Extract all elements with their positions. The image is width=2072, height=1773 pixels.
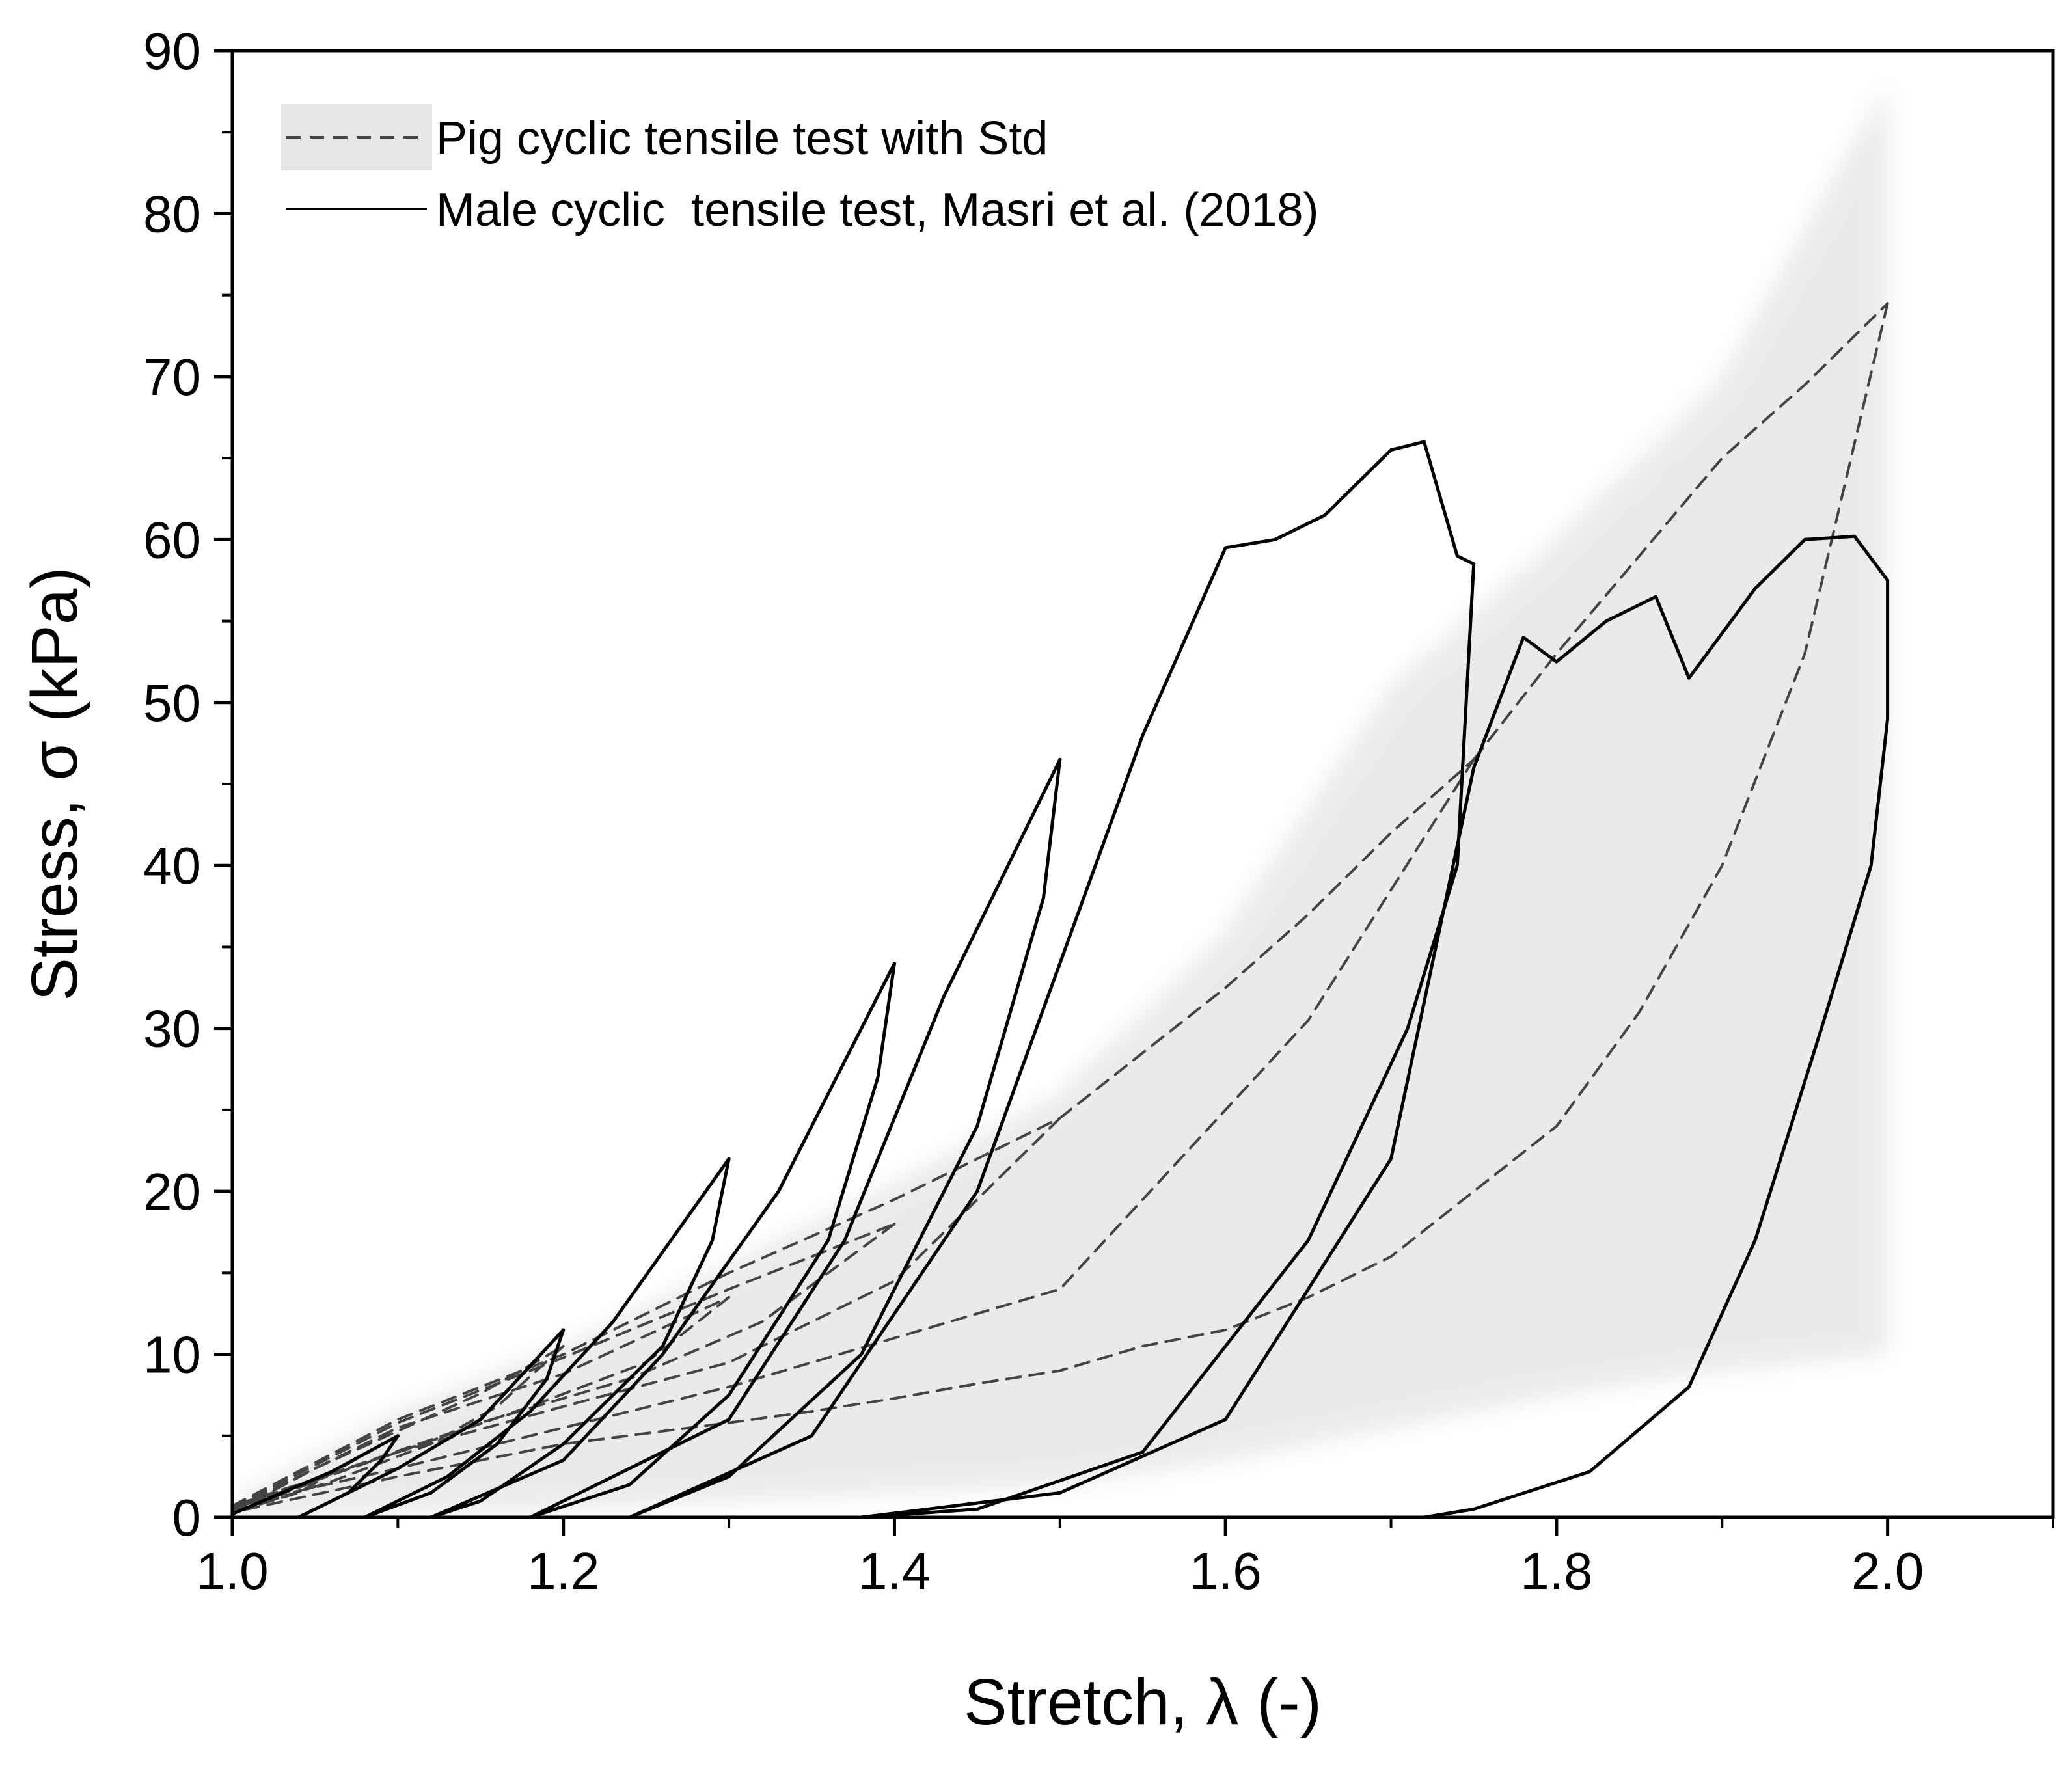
pig-cycle-3-loading-line [232,1295,731,1511]
pig-cycle-2-loading-line [232,1345,565,1514]
pig-cycle-6-loading-line [1058,758,1475,1120]
male-cycle-3-unloading-line [429,1157,731,1517]
pig-cycle-6-unloading-line [232,758,1475,1508]
male-cycle-7-loading-line [860,534,1890,1517]
y-axis: 0 10 20 30 40 50 60 70 80 90 [143,22,232,1547]
male-cycle-2-loading-line [297,1328,566,1517]
male-cycle-6-loading-line [628,440,1476,1517]
pig-cycle-5-unloading-line [232,1117,1061,1508]
y-tick-label: 60 [143,511,201,569]
y-tick-label: 10 [143,1326,201,1384]
x-tick-label: 1.6 [1190,1542,1262,1600]
male-cycle-1-loading-line [232,1434,400,1516]
male-cycle-4-loading-line [429,962,896,1517]
male-cycle-6-unloading-line [860,562,1476,1517]
pig-cycle-7-unloading-line [232,302,1889,1514]
x-axis-title: Stretch, λ (-) [964,1666,1322,1739]
y-tick-label: 40 [143,837,201,895]
legend-label-pig: Pig cyclic tensile test with Std [436,113,1048,165]
legend: Pig cyclic tensile test with Std Male cy… [281,104,1318,236]
series-male [232,440,1890,1517]
male-cycle-2-unloading-line [363,1328,566,1517]
y-tick-label: 90 [143,22,201,80]
x-axis: 1.0 1.2 1.4 1.6 1.8 2.0 [196,1517,2054,1600]
y-tick-label: 20 [143,1163,201,1221]
y-axis-title: Stress, σ (kPa) [18,567,91,1001]
std-band [232,83,1888,1517]
x-tick-label: 1.4 [858,1542,931,1600]
x-tick-label: 1.2 [527,1542,599,1600]
legend-label-male: Male cyclic tensile test, Masri et al. (… [436,184,1318,236]
y-tick-label: 0 [172,1489,202,1547]
y-tick-label: 30 [143,1000,201,1058]
x-tick-label: 1.0 [196,1542,268,1600]
y-tick-label: 50 [143,674,201,732]
pig-cycle-7-loading-line [1472,302,1889,761]
male-cycle-5-loading-line [528,757,1062,1517]
y-tick-label: 70 [143,348,201,406]
male-cycle-5-unloading-line [628,757,1062,1517]
male-cycle-3-loading-line [363,1157,731,1517]
y-tick-label: 80 [143,185,201,243]
x-tick-label: 1.8 [1520,1542,1592,1600]
pig-cycle-5-loading-line [232,1117,1061,1508]
x-tick-label: 2.0 [1851,1542,1924,1600]
male-cycle-7-unloading-line [1422,578,1890,1517]
male-cycle-4-unloading-line [528,962,896,1517]
pig-cycle-4-loading-line [232,1223,896,1509]
